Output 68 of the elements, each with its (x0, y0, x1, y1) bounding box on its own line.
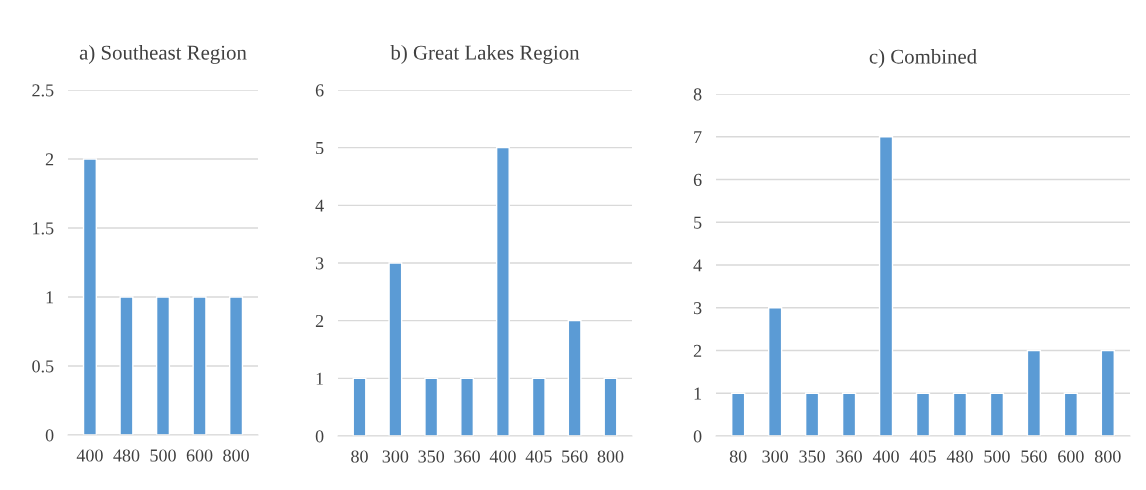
bar (352, 377, 367, 436)
y-tick-label: 1 (316, 372, 324, 385)
y-tick-label: 0 (315, 430, 324, 443)
bar (424, 377, 439, 436)
y-tick-label: 5 (316, 142, 324, 155)
x-tick-label: 300 (762, 450, 788, 463)
bar (603, 377, 618, 436)
y-tick-label: 3 (693, 302, 702, 315)
bar (767, 307, 783, 436)
x-tick-label: 80 (729, 450, 747, 463)
x-tick-label: 350 (418, 450, 445, 463)
bar (915, 392, 931, 436)
y-tick-label: 4 (315, 199, 324, 212)
bar (1026, 349, 1042, 436)
x-tick-label: 405 (909, 450, 936, 463)
y-tick-label: 2 (693, 344, 702, 357)
x-tick-label: 80 (351, 450, 368, 463)
bar (531, 377, 546, 436)
x-tick-label: 500 (150, 449, 176, 462)
x-tick-label: 350 (799, 450, 825, 463)
y-tick-label: 8 (693, 88, 702, 101)
x-tick-label: 405 (525, 450, 552, 463)
y-tick-label: 1 (46, 291, 54, 304)
bar (952, 392, 968, 436)
y-tick-label: 1.5 (33, 222, 54, 235)
y-tick-label: 0 (45, 429, 54, 442)
chart-title: c) Combined (869, 48, 977, 68)
y-tick-label: 2 (315, 314, 324, 327)
bar (460, 377, 475, 436)
x-tick-label: 400 (489, 450, 516, 463)
y-tick-label: 6 (315, 84, 324, 97)
x-tick-label: 600 (1058, 450, 1084, 463)
y-tick-label: 2 (45, 153, 54, 166)
x-tick-label: 480 (113, 449, 140, 462)
x-tick-label: 600 (186, 449, 213, 462)
x-tick-label: 560 (1021, 450, 1047, 463)
x-tick-label: 800 (223, 449, 249, 462)
bar (1100, 349, 1115, 436)
y-tick-label: 0.5 (32, 360, 54, 373)
y-tick-label: 4 (693, 259, 702, 272)
chart-title: a) Southeast Region (79, 44, 247, 64)
y-tick-label: 3 (315, 257, 324, 270)
y-tick-label: 1 (694, 387, 702, 400)
y-tick-label: 0 (693, 430, 702, 443)
y-tick-label: 5 (694, 216, 702, 229)
bar (878, 136, 894, 436)
x-tick-label: 360 (454, 450, 480, 463)
bar (989, 392, 1005, 436)
y-tick-label: 7 (694, 131, 702, 144)
x-tick-label: 800 (1094, 450, 1121, 463)
y-tick-label: 6 (693, 173, 702, 186)
bar (1063, 392, 1079, 436)
bar (731, 392, 746, 436)
bar (388, 262, 403, 436)
x-tick-label: 800 (597, 450, 624, 463)
x-tick-label: 480 (946, 450, 973, 463)
x-tick-label: 400 (872, 450, 899, 463)
x-tick-label: 400 (76, 449, 103, 462)
chart-title: b) Great Lakes Region (390, 44, 580, 64)
bar (495, 146, 510, 436)
x-tick-label: 500 (984, 450, 1010, 463)
x-tick-label: 560 (562, 450, 588, 463)
bar (567, 319, 582, 436)
bar (841, 392, 857, 436)
y-tick-label: 2.5 (32, 84, 54, 97)
bar (804, 392, 820, 436)
x-tick-label: 300 (382, 450, 409, 463)
x-tick-label: 360 (836, 450, 862, 463)
